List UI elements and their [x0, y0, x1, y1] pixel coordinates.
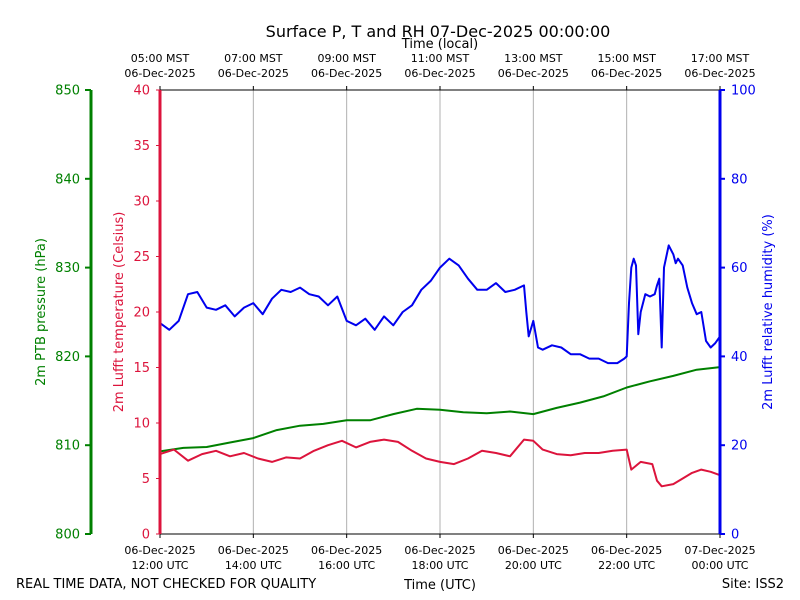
- pressure-tick-label: 800: [55, 528, 80, 543]
- top-tick-time: 11:00 MST: [411, 52, 470, 65]
- top-tick-time: 15:00 MST: [597, 52, 656, 65]
- bottom-tick-time: 00:00 UTC: [691, 559, 748, 572]
- temperature-tick-label: 40: [133, 84, 150, 99]
- top-tick-date: 06-Dec-2025: [311, 67, 382, 80]
- top-tick-time: 17:00 MST: [691, 52, 750, 65]
- bottom-tick-date: 06-Dec-2025: [498, 544, 569, 557]
- humidity-axis-label: 2m Lufft relative humidity (%): [761, 214, 776, 410]
- top-tick-time: 05:00 MST: [131, 52, 190, 65]
- bottom-tick-time: 14:00 UTC: [225, 559, 282, 572]
- bottom-tick-date: 06-Dec-2025: [311, 544, 382, 557]
- site-label: Site: ISS2: [722, 577, 784, 592]
- pressure-tick-label: 820: [55, 350, 80, 365]
- temperature-tick-label: 15: [133, 361, 150, 376]
- ticks: 06-Dec-2025 12:00 UTC 06-Dec-2025 14:00 UTC…: [55, 52, 756, 572]
- temperature-axis-label: 2m Lufft temperature (Celsius): [112, 212, 127, 413]
- humidity-tick-label: 60: [731, 261, 748, 276]
- temperature-tick-label: 30: [133, 195, 150, 210]
- top-tick-date: 06-Dec-2025: [591, 67, 662, 80]
- top-tick-date: 06-Dec-2025: [498, 67, 569, 80]
- top-tick-date: 06-Dec-2025: [124, 67, 195, 80]
- pressure-axis-label: 2m PTB pressure (hPa): [34, 238, 49, 386]
- temperature-tick-label: 5: [142, 472, 150, 487]
- bottom-tick-time: 22:00 UTC: [598, 559, 655, 572]
- temperature-tick-label: 0: [142, 528, 150, 543]
- humidity-tick-label: 80: [731, 172, 748, 187]
- humidity-tick-label: 40: [731, 350, 748, 365]
- pressure-tick-label: 850: [55, 84, 80, 99]
- bottom-axis-label: Time (UTC): [403, 578, 476, 593]
- temperature-tick-label: 35: [133, 139, 150, 154]
- top-tick-date: 06-Dec-2025: [684, 67, 755, 80]
- pressure-tick-label: 840: [55, 172, 80, 187]
- temperature-tick-label: 20: [133, 306, 150, 321]
- pressure-series-line: [159, 366, 721, 453]
- humidity-tick-label: 20: [731, 439, 748, 454]
- temperature-series-line: [159, 438, 721, 488]
- top-tick-time: 07:00 MST: [224, 52, 283, 65]
- pressure-tick-label: 810: [55, 439, 80, 454]
- chart-title: Surface P, T and RH 07-Dec-2025 00:00:00: [266, 22, 611, 41]
- top-tick-time: 13:00 MST: [504, 52, 563, 65]
- quality-note: REAL TIME DATA, NOT CHECKED FOR QUALITY: [16, 577, 316, 592]
- bottom-tick-date: 06-Dec-2025: [404, 544, 475, 557]
- top-tick-date: 06-Dec-2025: [404, 67, 475, 80]
- grid: [252, 90, 628, 534]
- top-tick-date: 06-Dec-2025: [218, 67, 289, 80]
- series-group: [159, 244, 721, 488]
- bottom-tick-date: 07-Dec-2025: [684, 544, 755, 557]
- humidity-tick-label: 100: [731, 84, 756, 99]
- humidity-series-line: [159, 244, 721, 365]
- temperature-tick-label: 10: [133, 417, 150, 432]
- bottom-tick-date: 06-Dec-2025: [218, 544, 289, 557]
- bottom-tick-time: 18:00 UTC: [411, 559, 468, 572]
- bottom-tick-date: 06-Dec-2025: [124, 544, 195, 557]
- bottom-tick-time: 12:00 UTC: [131, 559, 188, 572]
- humidity-tick-label: 0: [731, 528, 739, 543]
- pressure-tick-label: 830: [55, 261, 80, 276]
- bottom-tick-date: 06-Dec-2025: [591, 544, 662, 557]
- top-tick-time: 09:00 MST: [317, 52, 376, 65]
- bottom-tick-time: 20:00 UTC: [505, 559, 562, 572]
- bottom-tick-time: 16:00 UTC: [318, 559, 375, 572]
- temperature-tick-label: 25: [133, 250, 150, 265]
- top-axis-label: Time (local): [401, 37, 478, 52]
